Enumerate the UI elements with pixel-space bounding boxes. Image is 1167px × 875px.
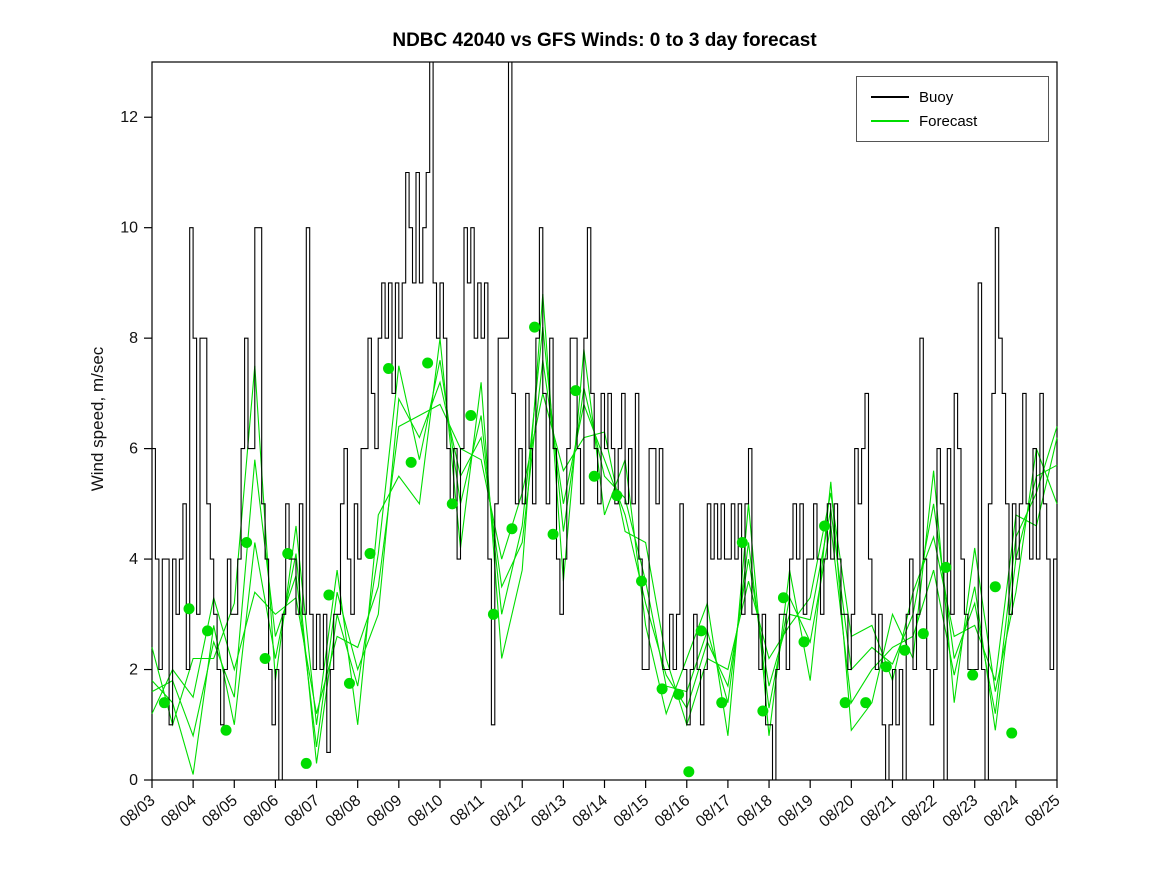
svg-text:08/10: 08/10 xyxy=(405,792,447,831)
legend-item-buoy: Buoy xyxy=(871,85,1048,109)
svg-text:08/05: 08/05 xyxy=(199,792,241,831)
svg-text:2: 2 xyxy=(129,662,138,679)
svg-text:08/18: 08/18 xyxy=(734,792,776,831)
svg-text:08/24: 08/24 xyxy=(981,792,1023,831)
svg-text:08/20: 08/20 xyxy=(816,792,858,831)
svg-text:12: 12 xyxy=(120,109,138,126)
svg-text:08/09: 08/09 xyxy=(364,792,406,831)
svg-text:08/13: 08/13 xyxy=(528,792,570,831)
svg-text:08/08: 08/08 xyxy=(323,792,365,831)
svg-text:08/14: 08/14 xyxy=(569,792,611,831)
svg-text:08/03: 08/03 xyxy=(117,792,159,831)
svg-text:08/21: 08/21 xyxy=(857,792,899,831)
svg-text:08/04: 08/04 xyxy=(158,792,200,831)
svg-text:08/22: 08/22 xyxy=(899,792,941,831)
legend: Buoy Forecast xyxy=(856,76,1049,142)
chart-title: NDBC 42040 vs GFS Winds: 0 to 3 day fore… xyxy=(392,30,817,51)
svg-text:08/11: 08/11 xyxy=(447,792,488,830)
svg-text:08/25: 08/25 xyxy=(1022,792,1064,831)
svg-text:08/16: 08/16 xyxy=(652,792,694,831)
svg-text:6: 6 xyxy=(129,441,138,458)
svg-text:08/06: 08/06 xyxy=(240,792,282,831)
svg-text:8: 8 xyxy=(129,330,138,347)
svg-text:0: 0 xyxy=(129,772,138,789)
svg-text:08/19: 08/19 xyxy=(775,792,817,831)
svg-text:10: 10 xyxy=(120,220,138,237)
forecast-line-swatch xyxy=(871,120,909,122)
svg-text:08/12: 08/12 xyxy=(487,792,529,831)
legend-label-forecast: Forecast xyxy=(919,112,978,130)
legend-label-buoy: Buoy xyxy=(919,88,954,106)
svg-text:08/07: 08/07 xyxy=(282,792,324,831)
buoy-line-swatch xyxy=(871,96,909,98)
svg-text:08/23: 08/23 xyxy=(940,792,982,831)
svg-text:08/15: 08/15 xyxy=(611,792,653,831)
svg-text:08/17: 08/17 xyxy=(693,792,735,831)
svg-text:4: 4 xyxy=(129,551,138,568)
legend-item-forecast: Forecast xyxy=(871,109,1048,133)
